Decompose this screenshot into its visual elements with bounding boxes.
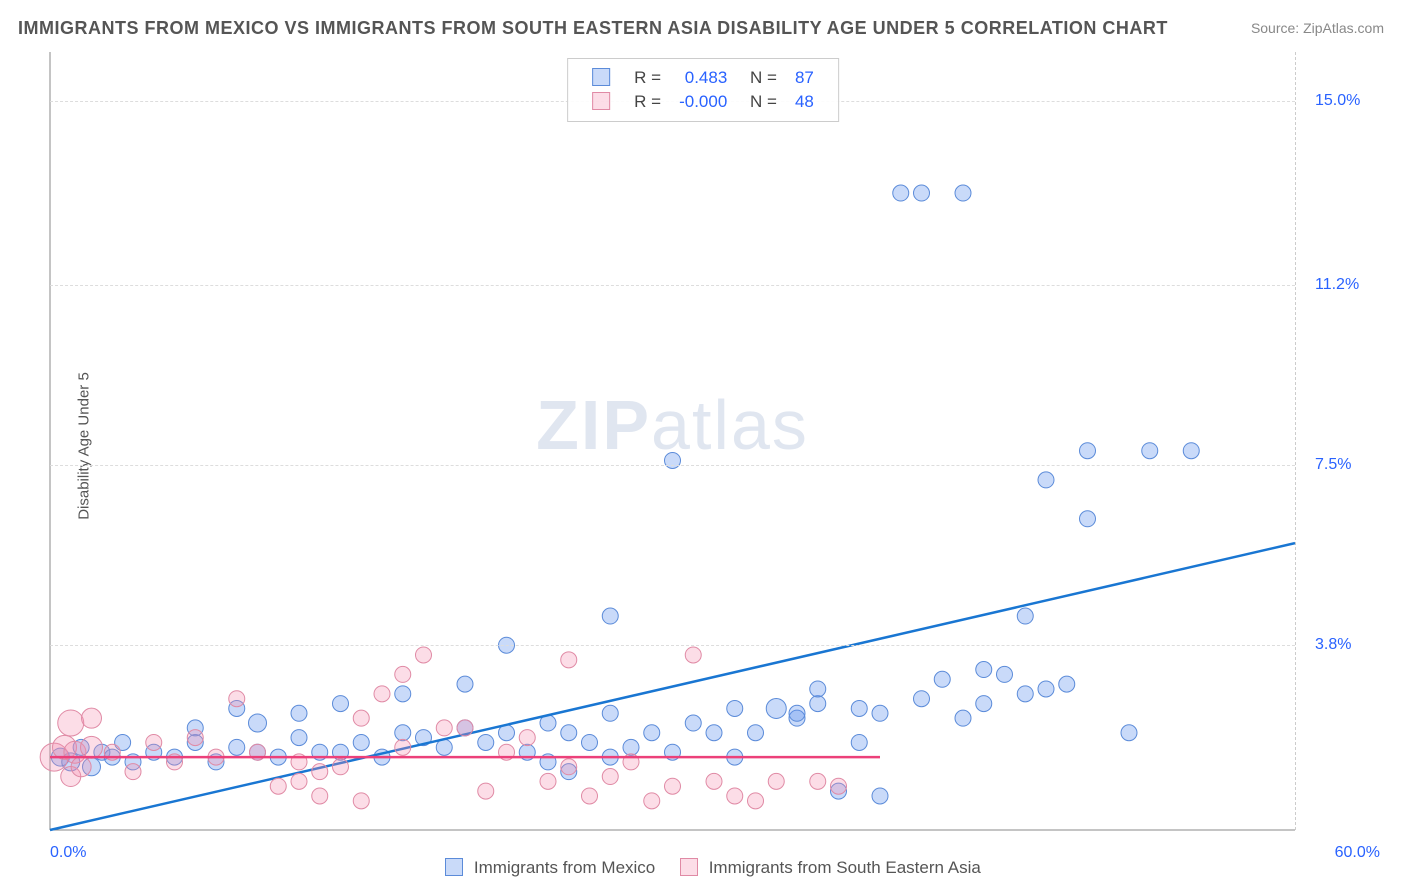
- legend-label: Immigrants from South Eastern Asia: [704, 858, 981, 877]
- legend-swatch: [445, 858, 463, 876]
- legend-label: Immigrants from Mexico: [469, 858, 660, 877]
- y-tick: 7.5%: [1315, 456, 1385, 474]
- y-tick: 3.8%: [1315, 636, 1385, 654]
- legend-swatch: [680, 858, 698, 876]
- source-label: Source: ZipAtlas.com: [1251, 20, 1384, 36]
- y-tick: 15.0%: [1315, 92, 1385, 110]
- correlation-legend: R =0.483 N =87 R =-0.000 N =48: [567, 58, 839, 122]
- plot-area: ZIPatlas 0.0% 60.0% 3.8%7.5%11.2%15.0%: [50, 52, 1296, 830]
- chart-title: IMMIGRANTS FROM MEXICO VS IMMIGRANTS FRO…: [18, 18, 1168, 39]
- series-legend: Immigrants from Mexico Immigrants from S…: [0, 858, 1406, 878]
- y-tick: 11.2%: [1315, 276, 1385, 294]
- scatter-svg: [50, 52, 1295, 830]
